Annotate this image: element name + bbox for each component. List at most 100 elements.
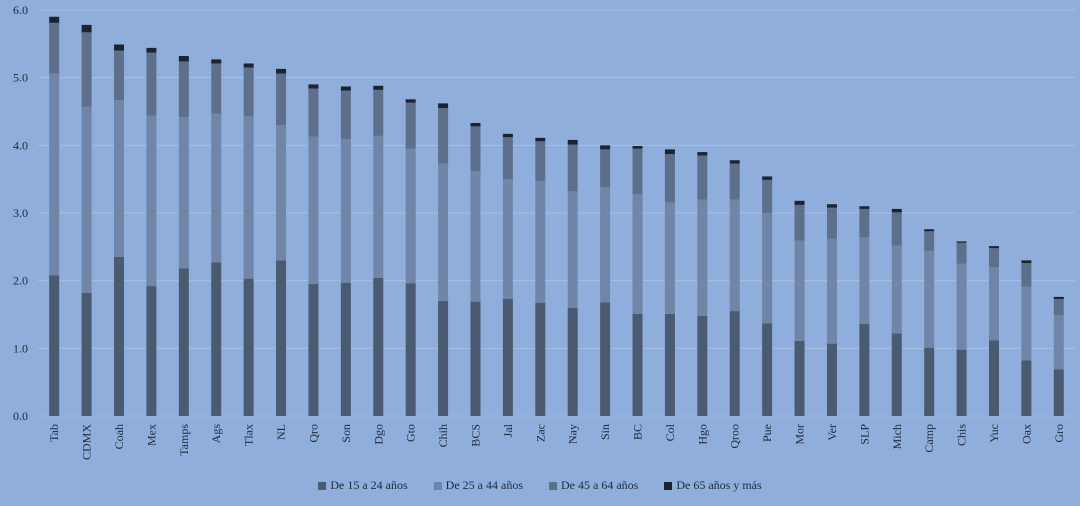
- bar-segment: [1053, 315, 1064, 370]
- bar-segment: [146, 286, 157, 416]
- bar-segment: [891, 208, 902, 213]
- legend-swatch: [433, 481, 442, 490]
- bar-segment: [178, 56, 189, 62]
- bar-segment: [697, 199, 708, 316]
- legend-item-25-44: De 25 a 44 años: [433, 478, 523, 493]
- bar-segment: [664, 313, 675, 416]
- legend-swatch: [549, 481, 557, 490]
- bar-segment: [956, 242, 967, 264]
- bar-segment: [405, 99, 416, 103]
- x-tick-label: Chis: [955, 424, 969, 446]
- bar-segment: [405, 148, 416, 284]
- bar-segment: [438, 163, 449, 301]
- bar-segment: [535, 302, 546, 416]
- x-tick-label: Mex: [144, 424, 158, 446]
- bar-segment: [567, 139, 578, 145]
- bar-segment: [859, 237, 870, 324]
- bar-segment: [794, 204, 805, 241]
- bar-segment: [308, 284, 319, 416]
- bar-segment: [114, 44, 125, 51]
- bar-segment: [956, 263, 967, 350]
- bar-segment: [794, 340, 805, 416]
- y-tick-label: 4.0: [13, 138, 28, 152]
- y-tick-label: 3.0: [13, 206, 28, 220]
- x-tick-label: BCS: [468, 424, 482, 447]
- x-tick-label: Tamps: [177, 424, 191, 456]
- x-tick-label: Gro: [1052, 424, 1066, 443]
- x-tick-label: Col: [663, 423, 677, 441]
- bar-segment: [438, 300, 449, 416]
- x-tick-label: Qroo: [728, 424, 742, 449]
- bar-segment: [373, 89, 384, 136]
- bar-segment: [178, 268, 189, 416]
- bar-segment: [729, 163, 740, 200]
- bar-segment: [859, 323, 870, 416]
- bar-segment: [567, 307, 578, 416]
- bar-segment: [794, 240, 805, 341]
- bar-segment: [632, 148, 643, 195]
- bar-segment: [502, 298, 513, 416]
- bar-segment: [729, 311, 740, 416]
- bar-segment: [146, 115, 157, 287]
- bar-segment: [1021, 360, 1032, 416]
- bar-segment: [340, 282, 351, 416]
- y-tick-label: 5.0: [13, 71, 28, 85]
- bar-segment: [373, 85, 384, 90]
- bar-segment: [762, 176, 773, 180]
- x-tick-label: Pue: [760, 424, 774, 442]
- bar-segment: [891, 212, 902, 246]
- y-tick-label: 0.0: [13, 409, 28, 423]
- bar-segment: [438, 103, 449, 109]
- bar-segment: [81, 106, 92, 293]
- bar-segment: [697, 315, 708, 416]
- bar-segment: [308, 88, 319, 137]
- x-tick-label: Ags: [209, 424, 223, 444]
- bar-segment: [891, 245, 902, 334]
- bar-segment: [373, 135, 384, 278]
- legend-swatch: [664, 481, 673, 490]
- bar-segment: [988, 246, 999, 249]
- bar-segment: [470, 126, 481, 172]
- bar-segment: [891, 333, 902, 416]
- bar-segment: [502, 137, 513, 180]
- x-tick-label: Tlax: [242, 424, 256, 446]
- legend-item-15-24: De 15 a 24 años: [318, 478, 408, 493]
- legend-label: De 65 años y más: [676, 478, 762, 492]
- bar-segment: [535, 137, 546, 142]
- bar-segment: [178, 61, 189, 117]
- bar-segment: [956, 349, 967, 416]
- bar-segment: [211, 63, 222, 114]
- bar-segment: [632, 146, 643, 149]
- bar-segment: [632, 194, 643, 314]
- bar-segment: [1053, 369, 1064, 416]
- bar-segment: [81, 292, 92, 416]
- bar-segment: [340, 139, 351, 283]
- x-tick-label: Coah: [112, 424, 126, 449]
- x-tick-label: NL: [274, 424, 288, 440]
- bar-segment: [243, 67, 254, 117]
- x-tick-label: Hgo: [695, 424, 709, 445]
- bar-segment: [243, 278, 254, 416]
- x-tick-label: Nay: [566, 424, 580, 444]
- bar-segment: [924, 250, 935, 348]
- bar-segment: [859, 206, 870, 209]
- x-tick-label: CDMX: [80, 424, 94, 460]
- bar-segment: [438, 108, 449, 164]
- bar-segment: [762, 179, 773, 213]
- x-tick-label: Dgo: [371, 424, 385, 445]
- bar-segment: [1021, 260, 1032, 264]
- bar-segment: [373, 277, 384, 416]
- bar-segment: [340, 90, 351, 140]
- x-tick-label: Mor: [793, 424, 807, 445]
- bar-segment: [1021, 263, 1032, 287]
- y-tick-label: 2.0: [13, 274, 28, 288]
- bar-segment: [1021, 286, 1032, 361]
- bar-segment: [567, 191, 578, 308]
- bar-segment: [600, 187, 611, 303]
- x-tick-label: Sin: [598, 424, 612, 440]
- x-tick-label: Son: [339, 424, 353, 443]
- bar-segment: [567, 144, 578, 192]
- bar-segment: [988, 248, 999, 268]
- bar-segment: [502, 179, 513, 299]
- bar-segment: [535, 181, 546, 303]
